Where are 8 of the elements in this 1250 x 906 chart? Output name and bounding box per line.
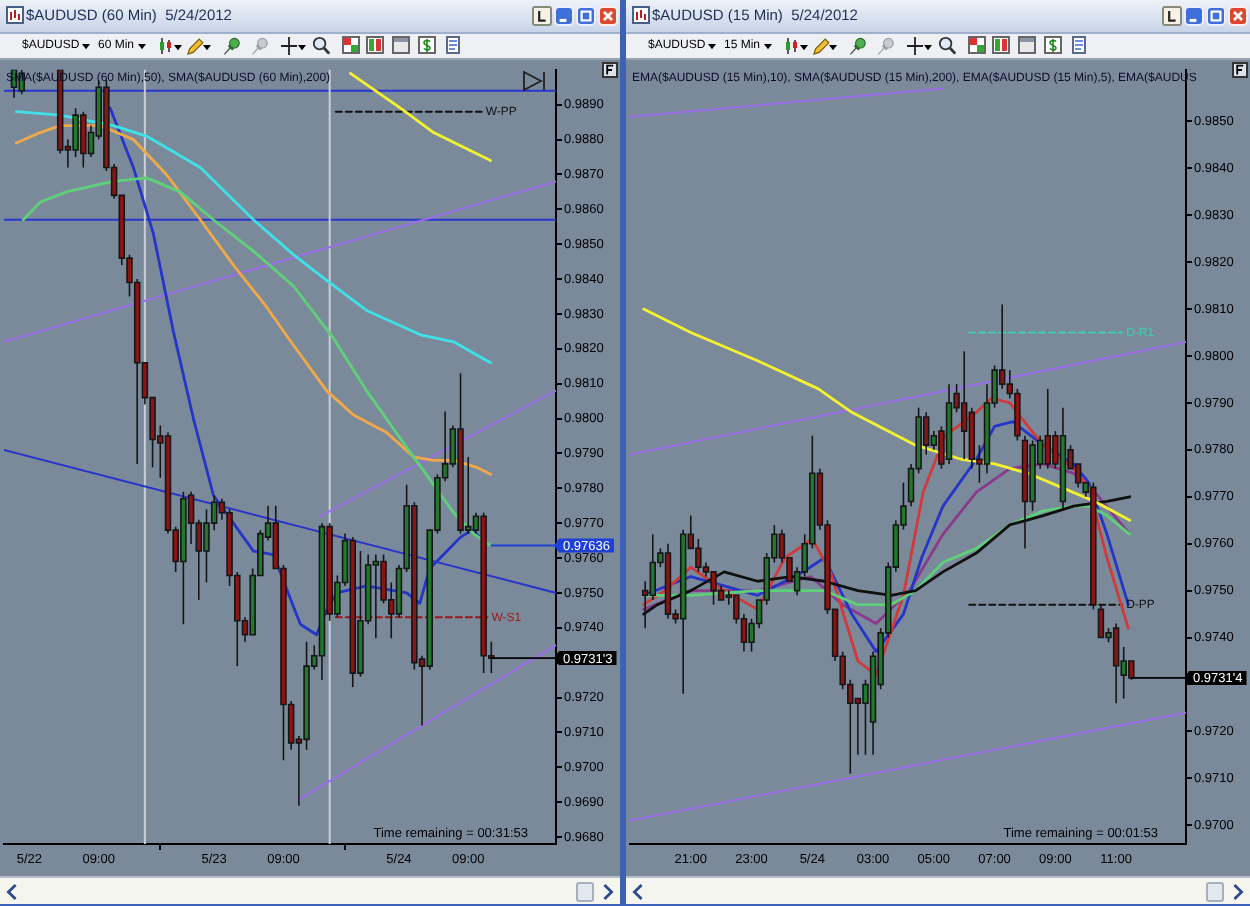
candlestick (1044, 388, 1051, 470)
candlestick (649, 533, 657, 601)
candlestick (968, 406, 976, 470)
candlestick (372, 553, 380, 640)
candlestick (80, 110, 87, 169)
candlestick (1112, 622, 1120, 705)
candlestick (960, 350, 968, 461)
candlestick (695, 538, 702, 573)
